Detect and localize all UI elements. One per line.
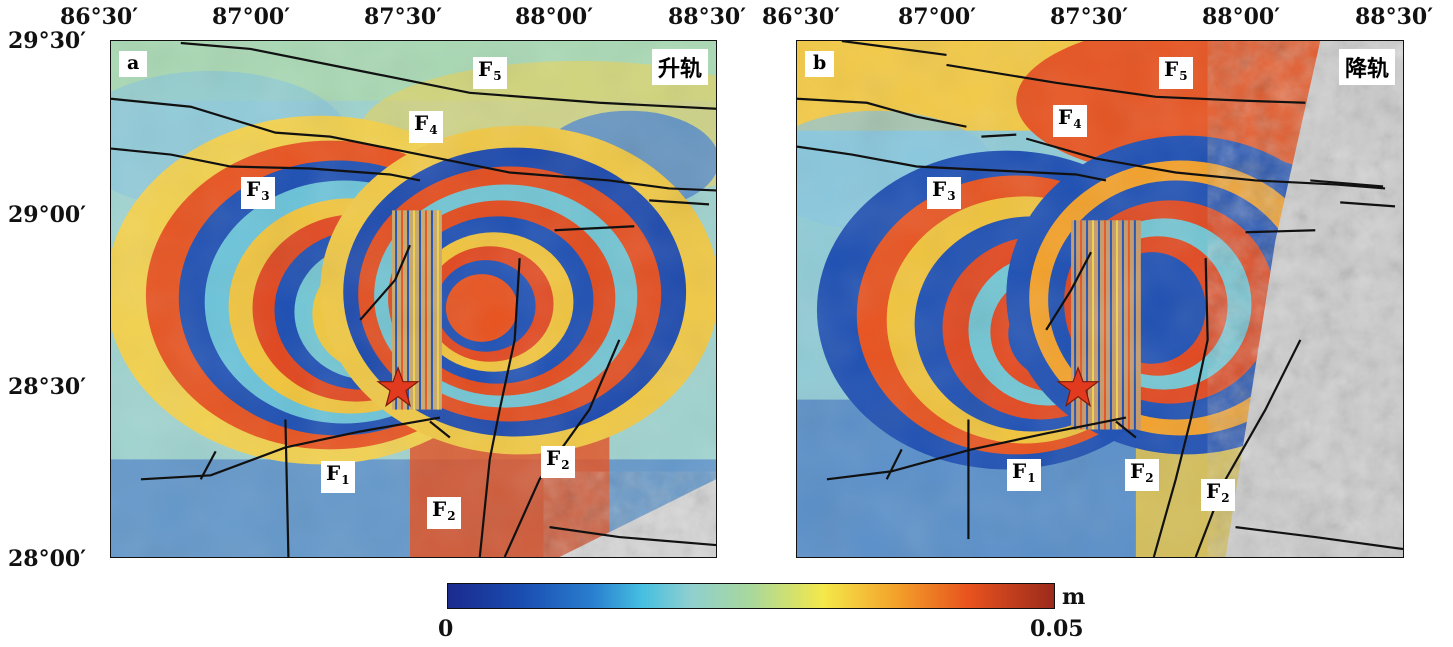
- orbit-label-descending: 降轨: [1338, 49, 1395, 85]
- fault-lines: [111, 41, 716, 557]
- fault-label-f2-south: F2: [1125, 459, 1159, 491]
- top-tick-a-0: 86°30′: [60, 4, 139, 30]
- left-tick-2: 28°30′: [8, 374, 87, 400]
- interferogram-descending: [797, 41, 1403, 557]
- panel-letter-a: a: [119, 51, 148, 77]
- fault-label-f2-east: F2: [541, 446, 575, 478]
- fault-label-f4: F4: [1053, 105, 1087, 137]
- fault-label-f1: F1: [321, 461, 355, 493]
- top-tick-a-1: 87°00′: [212, 4, 291, 30]
- fault-label-f5: F5: [1159, 57, 1193, 89]
- epicenter-star-icon: [376, 365, 420, 408]
- fault-label-f2-south: F2: [427, 497, 461, 529]
- top-tick-a-2: 87°30′: [364, 4, 443, 30]
- fault-label-f1: F1: [1007, 459, 1041, 491]
- fault-label-f5: F5: [473, 57, 507, 89]
- top-tick-b-0: 86°30′: [762, 4, 841, 30]
- colorbar-min-label: 0: [438, 616, 454, 642]
- left-tick-1: 29°00′: [8, 202, 87, 228]
- orbit-label-ascending: 升轨: [651, 49, 708, 85]
- fault-lines: [797, 41, 1403, 557]
- top-tick-a-3: 88°00′: [515, 4, 594, 30]
- top-tick-b-4: 88°30′: [1355, 4, 1434, 30]
- panel-letter-b: b: [805, 51, 835, 77]
- top-tick-b-1: 87°00′: [898, 4, 977, 30]
- top-tick-a-4: 88°30′: [668, 4, 747, 30]
- left-tick-3: 28°00′: [8, 546, 87, 572]
- fault-label-f2-east: F2: [1201, 479, 1235, 511]
- map-panel-descending: b 降轨 F5 F4 F3 F1 F2 F2: [796, 40, 1404, 558]
- fault-label-f3: F3: [927, 177, 961, 209]
- fault-label-f4: F4: [409, 111, 443, 143]
- top-tick-b-2: 87°30′: [1050, 4, 1129, 30]
- colorbar-unit: m: [1062, 584, 1086, 610]
- deformation-colorbar: [447, 583, 1055, 609]
- colorbar-max-label: 0.05: [1030, 616, 1084, 642]
- epicenter-star-icon: [1056, 365, 1100, 408]
- fault-label-f3: F3: [241, 177, 275, 209]
- top-tick-b-3: 88°00′: [1202, 4, 1281, 30]
- map-panel-ascending: a 升轨 F5 F4 F3 F1 F2 F2: [110, 40, 717, 558]
- left-tick-0: 29°30′: [8, 28, 87, 54]
